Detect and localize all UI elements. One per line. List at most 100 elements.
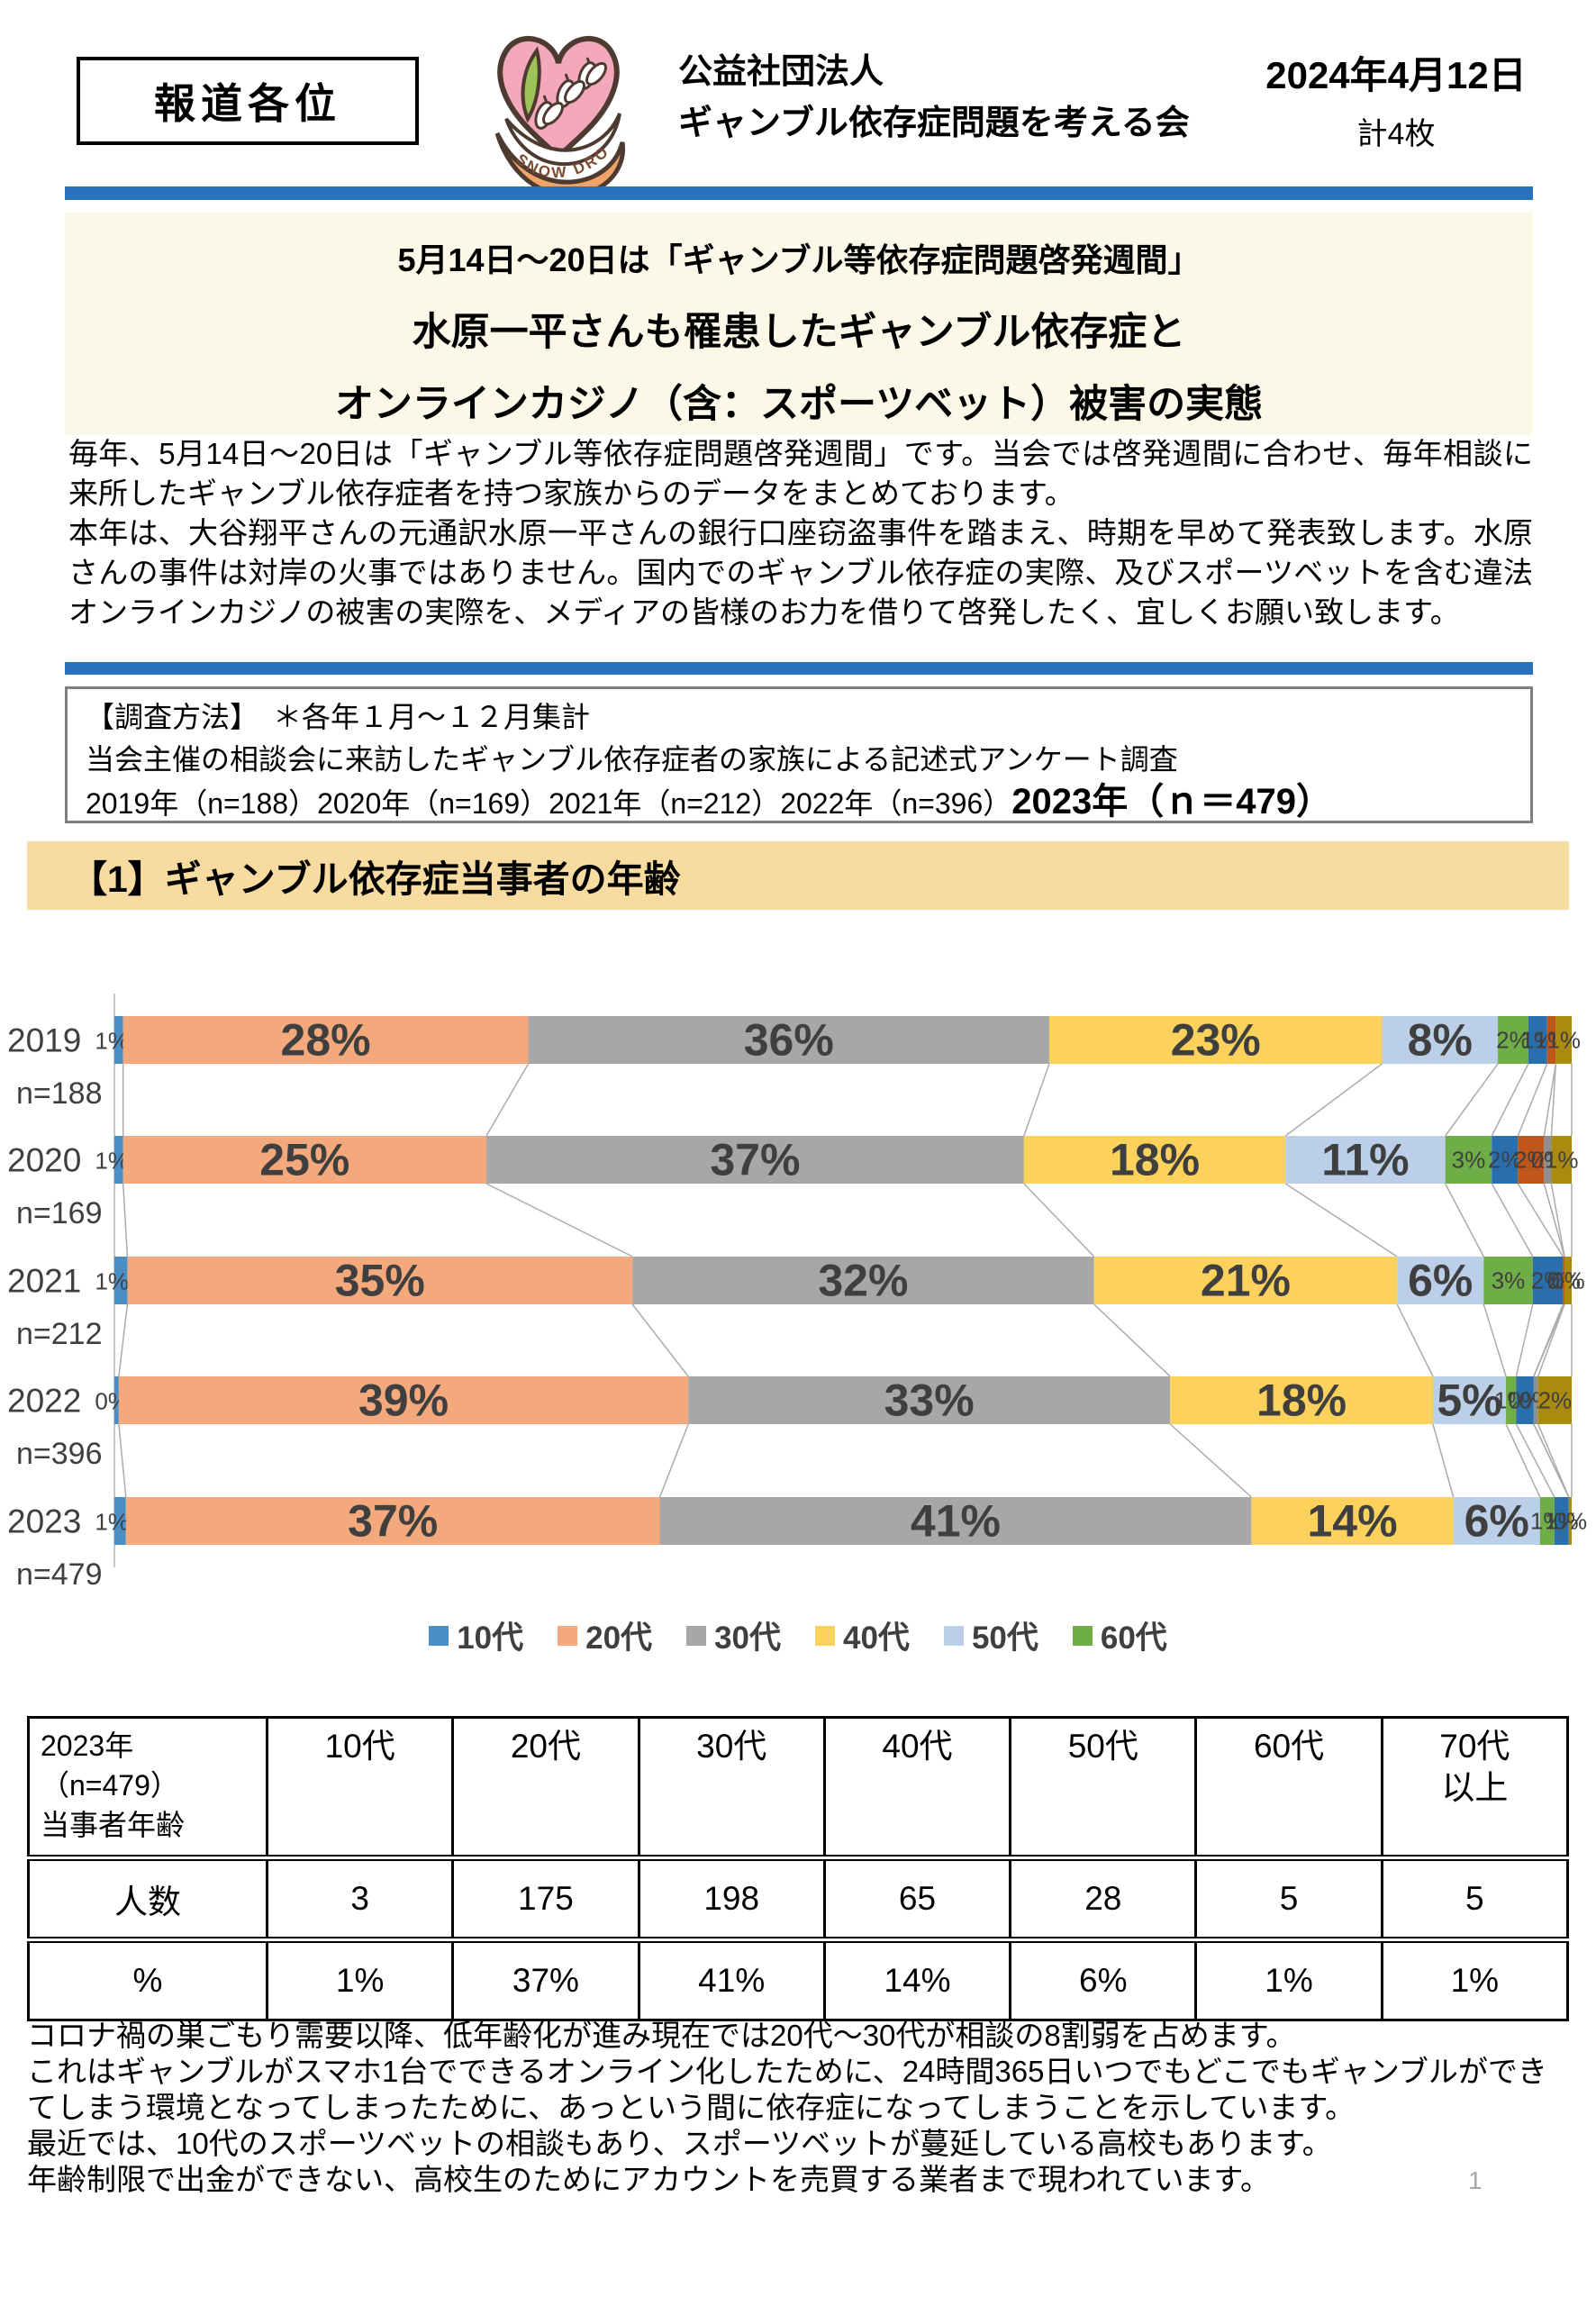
- bar-segment: [114, 1257, 128, 1304]
- legend-swatch-icon: [815, 1625, 835, 1646]
- count-cell: 3: [265, 1855, 455, 1941]
- legend-item: 50代: [943, 1612, 1038, 1658]
- series-connector-line: [1483, 1303, 1507, 1377]
- table-header-60s: 60代: [1194, 1716, 1383, 1859]
- closing-line-3: 最近では、10代のスポーツベットの相談もあり、スポーツベットが蔓延している高校も…: [27, 2127, 1332, 2160]
- sample-size-label: n=396: [16, 1437, 103, 1471]
- bar-segment: [1251, 1497, 1454, 1545]
- series-connector-line: [1491, 1063, 1529, 1137]
- bar-value-label: 41%: [911, 1496, 1001, 1547]
- legend-label: 60代: [1100, 1621, 1167, 1656]
- bar-segment: [1564, 1257, 1572, 1304]
- intro-paragraph-1: 毎年、5月14日～20日は「ギャンブル等依存症問題啓発週間」です。当会では啓発週…: [68, 437, 1533, 510]
- bar-segment: [659, 1497, 1252, 1545]
- bar-segment: [485, 1136, 1024, 1184]
- legend-item: 20代: [558, 1612, 652, 1658]
- bar-segment: [1382, 1016, 1499, 1064]
- bar-segment: [1555, 1016, 1572, 1064]
- bar-segment: [1483, 1257, 1533, 1304]
- percent-cell: 37%: [451, 1937, 640, 2021]
- bar-segment: [1551, 1136, 1572, 1184]
- bar-value-label: 1%: [1545, 1508, 1579, 1535]
- bar-segment: [114, 1497, 126, 1545]
- bar-value-label: 35%: [335, 1256, 425, 1306]
- bar-value-label: 5%: [1437, 1375, 1501, 1426]
- bar-segment: [125, 1497, 660, 1545]
- closing-text: コロナ禍の巣ごもり需要以降、低年齢化が進み現在では20代～30代が相談の8割弱を…: [27, 2018, 1569, 2198]
- table-row-percent: % 1% 37% 41% 14% 6% 1% 1%: [27, 1937, 1570, 2021]
- series-connector-line: [1396, 1303, 1434, 1377]
- bar-segment: [114, 1136, 123, 1184]
- series-connector-line: [118, 1303, 129, 1377]
- bar-segment: [1532, 1257, 1564, 1304]
- organization-type: 公益社団法人: [678, 53, 884, 91]
- bar-segment: [1528, 1016, 1547, 1064]
- logo-leaf: [521, 46, 541, 123]
- bar-segment: [114, 1376, 119, 1424]
- count-cell: 28: [1009, 1855, 1198, 1941]
- snowdrop-logo: SNOW DROP: [486, 20, 625, 196]
- count-cell: 65: [822, 1855, 1012, 1941]
- table-header-40s: 40代: [822, 1716, 1012, 1859]
- percent-cell: 14%: [822, 1937, 1012, 2021]
- bar-value-label: 11%: [1321, 1135, 1409, 1185]
- legend-item: 10代: [429, 1612, 523, 1658]
- bar-segment: [688, 1376, 1171, 1424]
- series-connector-line: [1284, 1183, 1398, 1257]
- legend-swatch-icon: [686, 1625, 707, 1646]
- bar-value-label: 0%: [1554, 1508, 1588, 1535]
- series-connector-line: [1505, 1423, 1541, 1498]
- table-header-corner: 2023年 （n=479） 当事者年齢: [27, 1716, 268, 1859]
- series-connector-line: [122, 1183, 129, 1257]
- legend-swatch-icon: [558, 1625, 578, 1646]
- legend-item: 40代: [815, 1612, 910, 1658]
- page-number: 1: [1468, 2166, 1483, 2194]
- series-connector-line: [1543, 1183, 1565, 1257]
- percent-cell: 1%: [1194, 1937, 1383, 2021]
- bar-segment: [632, 1257, 1094, 1304]
- bar-value-label: 0%: [1546, 1267, 1581, 1294]
- legend-swatch-icon: [429, 1625, 449, 1646]
- title-box: 5月14日～20日は「ギャンブル等依存症問題啓発週間」 水原一平さんも罹患したギ…: [65, 213, 1533, 435]
- year-label: 2023: [7, 1503, 81, 1540]
- divider-top: [65, 186, 1533, 200]
- organization-title: ギャンブル依存症問題を考える会: [678, 104, 1190, 142]
- legend-item: 30代: [686, 1612, 781, 1658]
- bar-value-label: 8%: [1408, 1015, 1473, 1066]
- series-connector-line: [1432, 1423, 1455, 1498]
- series-connector-line: [1491, 1183, 1534, 1257]
- bar-segment: [1170, 1376, 1433, 1424]
- count-cell: 5: [1380, 1855, 1570, 1941]
- year-label: 2021: [7, 1263, 81, 1300]
- bar-value-label: 14%: [1307, 1496, 1397, 1547]
- bar-value-label: 37%: [710, 1135, 800, 1185]
- year-label: 2019: [7, 1022, 81, 1059]
- bar-segment: [1285, 1136, 1446, 1184]
- intro-paragraph-2: 本年は、大谷翔平さんの元通訳水原一平さんの銀行口座窃盗事件を踏まえ、時期を早めて…: [68, 516, 1533, 629]
- series-connector-line: [118, 1423, 127, 1498]
- bar-segment: [127, 1257, 633, 1304]
- count-cell: 198: [637, 1855, 826, 1941]
- series-connector-line: [1550, 1183, 1565, 1257]
- bar-segment: [114, 1016, 123, 1064]
- bar-value-label: 0%: [1551, 1267, 1585, 1294]
- table-header-50s: 50代: [1009, 1716, 1198, 1859]
- percent-cell: 1%: [265, 1937, 455, 2021]
- logo-hand-palm: [504, 113, 621, 167]
- row-label-percent: %: [27, 1937, 268, 2021]
- bar-value-label: 2%: [1496, 1027, 1530, 1054]
- bar-segment: [1397, 1257, 1484, 1304]
- bar-value-label: 3%: [1452, 1147, 1486, 1174]
- bar-value-label: 1%: [1546, 1027, 1581, 1054]
- bar-segment: [1554, 1497, 1569, 1545]
- bar-segment: [1506, 1376, 1517, 1424]
- table-row-counts: 人数 3 175 198 65 28 5 5: [27, 1855, 1570, 1941]
- table-header-30s: 30代: [637, 1716, 826, 1859]
- method-line-3: 2019年（n=188）2020年（n=169）2021年（n=212）2022…: [86, 781, 1512, 825]
- sample-size-label: n=212: [16, 1317, 103, 1351]
- bar-value-label: 6%: [1408, 1256, 1473, 1306]
- bar-segment: [1093, 1257, 1398, 1304]
- year-label: 2022: [7, 1383, 81, 1420]
- closing-line-4: 年齢制限で出金ができない、高校生のためにアカウントを売買する業者まで現われていま…: [27, 2163, 1271, 2196]
- row-label-counts: 人数: [27, 1855, 268, 1941]
